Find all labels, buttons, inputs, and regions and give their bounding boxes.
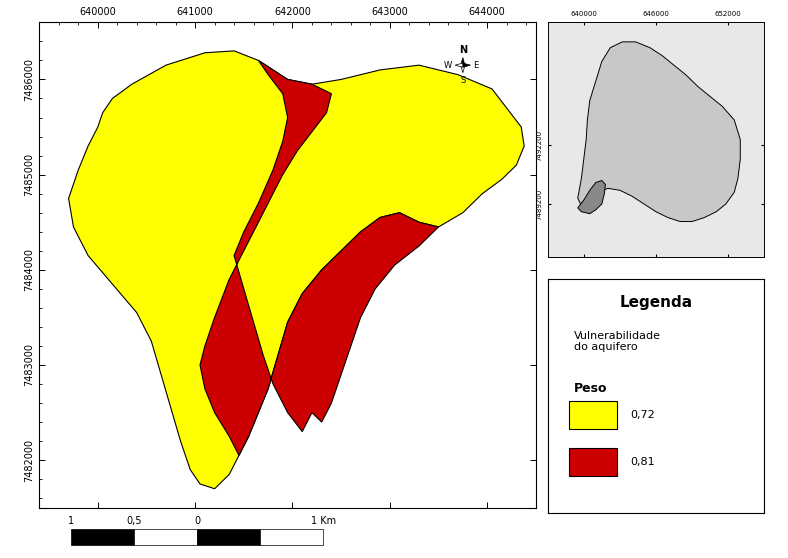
- Text: 0,72: 0,72: [630, 410, 655, 420]
- Polygon shape: [461, 65, 465, 73]
- Text: Peso: Peso: [574, 382, 608, 395]
- Polygon shape: [461, 57, 465, 65]
- Text: N: N: [459, 45, 467, 55]
- Text: 0: 0: [194, 516, 200, 526]
- Bar: [569, 448, 617, 476]
- Bar: [569, 401, 617, 429]
- Polygon shape: [578, 181, 605, 214]
- Text: 1 Km: 1 Km: [310, 516, 336, 526]
- Text: Legenda: Legenda: [619, 295, 693, 310]
- Text: Vulnerabilidade
do aquifero: Vulnerabilidade do aquifero: [574, 330, 660, 352]
- Polygon shape: [463, 63, 470, 68]
- Text: E: E: [474, 61, 479, 70]
- Text: 0,81: 0,81: [630, 457, 655, 467]
- Polygon shape: [69, 51, 524, 489]
- Polygon shape: [578, 42, 740, 222]
- Polygon shape: [200, 60, 438, 455]
- Text: 0,5: 0,5: [126, 516, 142, 526]
- Text: W: W: [444, 61, 452, 70]
- Text: S: S: [460, 76, 466, 85]
- Polygon shape: [455, 63, 463, 68]
- Text: 1: 1: [68, 516, 74, 526]
